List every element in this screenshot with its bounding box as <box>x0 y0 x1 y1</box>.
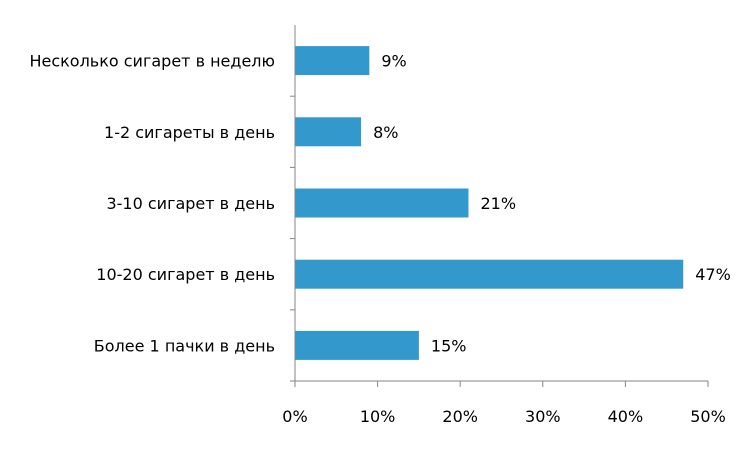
category-label: Более 1 пачки в день <box>94 336 275 355</box>
category-label: 3-10 сигарет в день <box>106 194 275 213</box>
x-tick-label: 20% <box>442 407 478 426</box>
bar <box>295 46 370 76</box>
x-tick-label: 10% <box>360 407 396 426</box>
data-label: 15% <box>431 336 467 355</box>
x-tick-label: 30% <box>525 407 561 426</box>
x-tick-label: 50% <box>690 407 726 426</box>
bar <box>295 117 362 147</box>
category-label: 1-2 сигареты в день <box>104 123 275 142</box>
data-label: 8% <box>373 123 398 142</box>
x-tick-label: 40% <box>608 407 644 426</box>
bar <box>295 188 469 218</box>
data-label: 21% <box>480 194 516 213</box>
data-label: 9% <box>381 52 406 71</box>
data-label: 47% <box>695 265 731 284</box>
category-label: 10-20 сигарет в день <box>96 265 275 284</box>
bar <box>295 259 684 289</box>
x-tick-label: 0% <box>282 407 307 426</box>
bar <box>295 330 419 360</box>
category-label: Несколько сигарет в неделю <box>29 52 275 71</box>
